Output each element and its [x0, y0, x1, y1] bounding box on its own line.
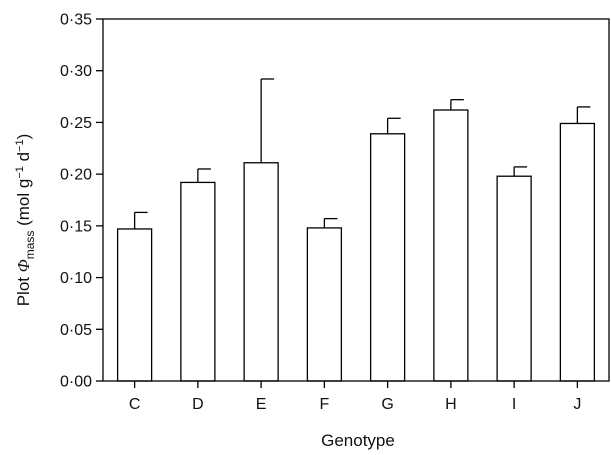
y-tick-label: 0·25 [60, 115, 92, 132]
bars-group [116, 109, 596, 382]
bar-F [306, 227, 343, 382]
y-tick-label: 0·20 [60, 167, 92, 184]
y-axis-title-units-mid: d [14, 152, 33, 166]
bar-D [180, 181, 216, 382]
y-axis-title-sup1: −1 [14, 166, 26, 179]
bar-E [243, 162, 279, 382]
y-axis-title: Plot Φmass (mol g−1 d−1) [14, 134, 37, 307]
y-axis-title-sup2: −1 [14, 139, 26, 152]
x-tick-label: G [381, 396, 393, 413]
plot-frame [102, 18, 610, 382]
x-tick-label: C [129, 396, 141, 413]
y-tick-label: 0·35 [60, 12, 92, 29]
x-axis-title: Genotype [321, 431, 395, 450]
y-tick-label: 0·15 [60, 218, 92, 235]
y-axis-title-symbol: Φ [14, 259, 33, 272]
y-tick-label: 0·30 [60, 63, 92, 80]
x-tick-label: D [192, 396, 204, 413]
error-bars-group [133, 78, 591, 229]
bar-I [496, 175, 532, 382]
bar-H [433, 109, 469, 382]
bar-J [559, 122, 596, 382]
x-tick-label: E [256, 396, 267, 413]
y-tick-label: 0·05 [60, 322, 92, 339]
bar-C [116, 228, 153, 382]
y-tick-label: 0·00 [60, 374, 92, 391]
bar-G [369, 133, 406, 382]
x-tick-label: J [573, 396, 581, 413]
y-axis-title-units-open: (mol g [14, 179, 33, 231]
y-axis-ticks: 0·00 0·05 0·10 0·15 0·20 0·25 0·30 0·35 [60, 12, 103, 391]
y-axis-title-subscript: mass [23, 231, 37, 260]
y-axis-title-units-close: ) [14, 134, 33, 140]
x-tick-label: F [319, 396, 329, 413]
y-axis-title-prefix: Plot [14, 272, 33, 306]
x-tick-label: H [445, 396, 457, 413]
y-tick-label: 0·10 [60, 270, 92, 287]
x-axis-ticks: C D E F G H I J [129, 381, 581, 413]
x-tick-label: I [512, 396, 516, 413]
